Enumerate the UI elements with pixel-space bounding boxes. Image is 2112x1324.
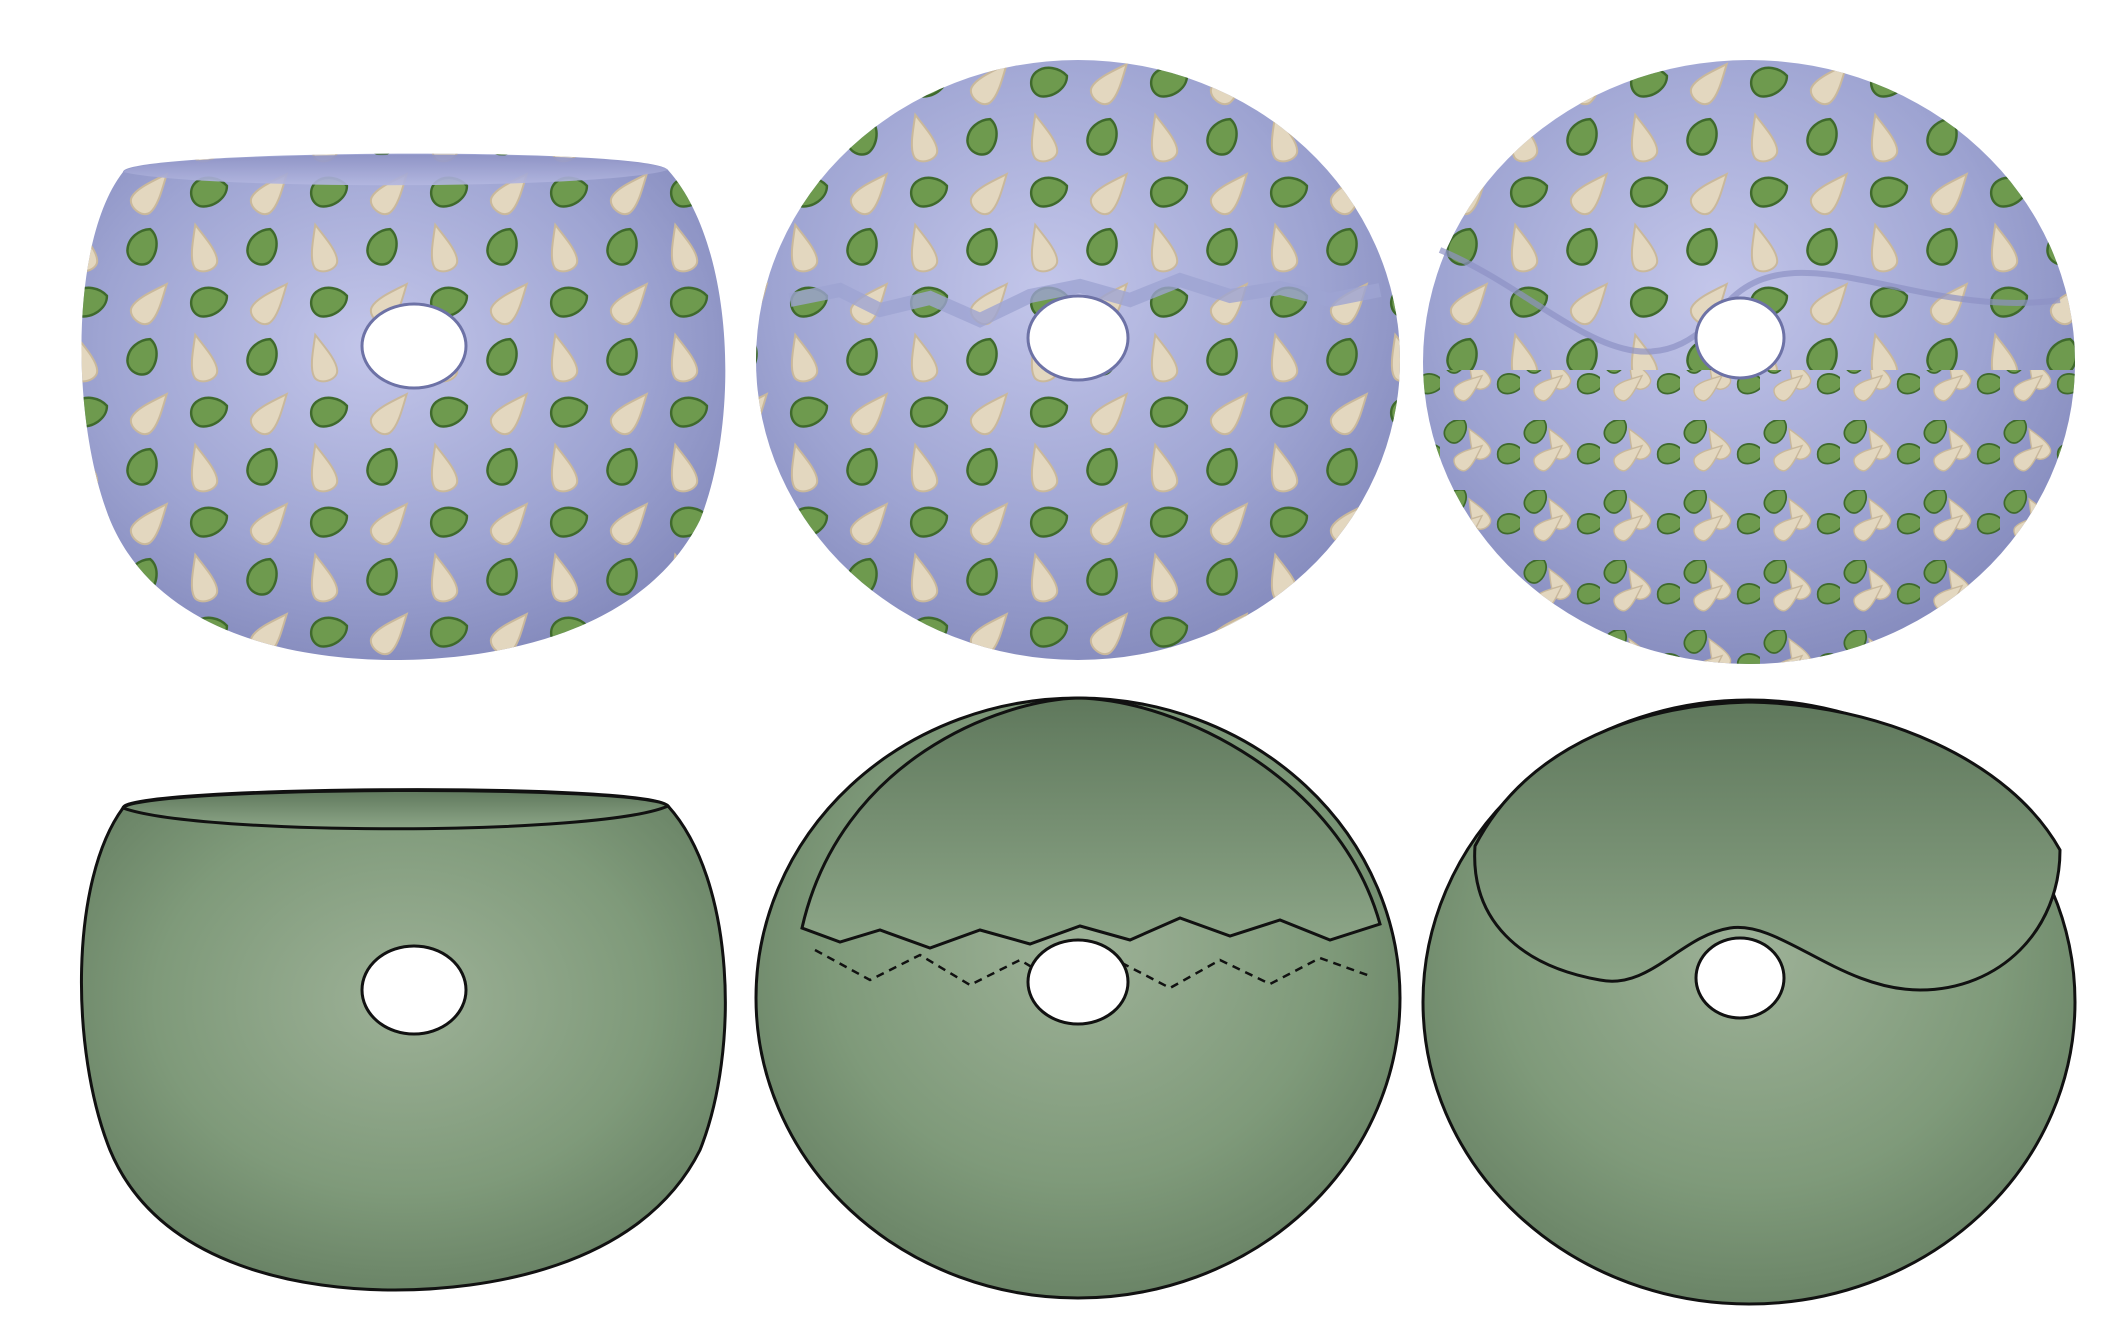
inner-cavity [800, 696, 1382, 950]
jagged-seam [788, 272, 1382, 328]
bowl-inner-rim [123, 154, 668, 186]
hole [1026, 938, 1130, 1026]
shaded-wave-sphere [1421, 698, 2077, 1306]
textured-wave-sphere [1423, 60, 2075, 664]
hole [1026, 294, 1130, 382]
bowl-body [79, 788, 727, 1292]
shaded-jagged-sphere [754, 696, 1402, 1300]
leaf-texture [81, 153, 726, 660]
hole [1694, 296, 1786, 380]
hole [360, 302, 468, 390]
shaded-open-bowl [79, 788, 727, 1292]
inner-cavity [1473, 700, 2062, 992]
textured-jagged-sphere [756, 60, 1400, 660]
hole [360, 944, 468, 1036]
bowl-inner-rim [120, 788, 671, 831]
hole [1694, 936, 1786, 1020]
textured-open-bowl [81, 153, 726, 660]
